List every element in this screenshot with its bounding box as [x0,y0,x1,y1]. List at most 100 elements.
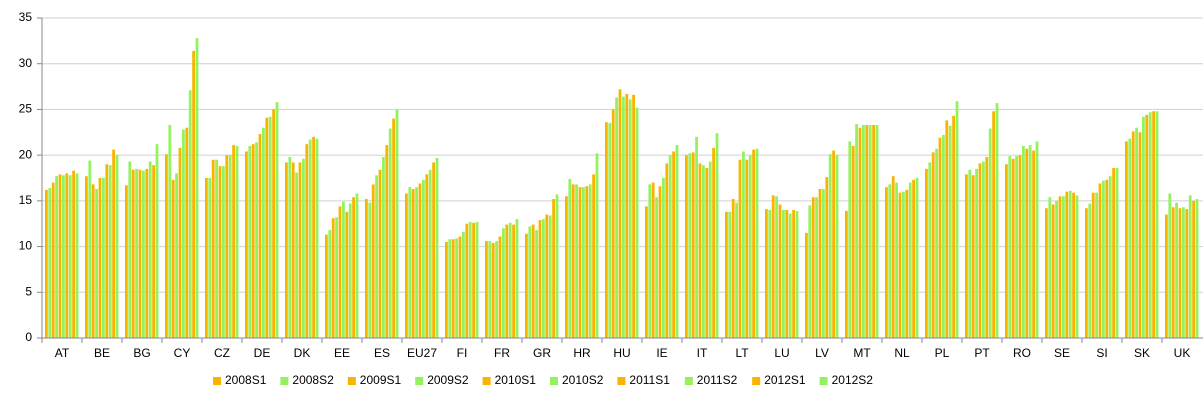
bar [815,197,818,338]
bar [182,129,185,338]
legend-label: 2010S1 [495,373,537,387]
bar [365,199,368,338]
x-tick-label: CZ [214,346,230,360]
legend-label: 2012S2 [832,373,874,387]
bar [408,187,412,338]
bar [1165,214,1168,338]
bar [462,231,465,338]
bar [451,239,455,338]
bar [768,210,772,338]
bar [618,89,622,338]
bar [465,223,469,338]
bar [168,124,172,338]
bar [512,224,515,338]
bar [302,158,305,338]
bar [355,193,359,338]
bar [1195,199,1199,338]
bar [988,128,992,338]
bar [785,210,789,338]
bar [728,211,732,338]
bar [195,38,199,338]
bar [502,228,505,338]
bar [872,124,875,338]
bar [382,156,385,338]
x-tick-label: HU [613,346,630,360]
bar [432,162,435,338]
bar [98,178,102,338]
bar [545,214,549,338]
bar [1008,156,1012,338]
x-tick-label: LU [774,346,789,360]
bar [742,151,745,338]
bar [45,189,48,338]
bar [705,167,709,338]
bar [138,169,142,338]
bar [298,162,302,338]
x-tick-label: DE [254,346,271,360]
bar [818,188,822,338]
bar [155,144,159,338]
bar [371,184,375,338]
bar [218,166,222,338]
bar [112,149,115,338]
bar [971,175,975,338]
x-tick-label: ES [374,346,390,360]
bar [418,183,422,338]
legend-label: 2012S1 [764,373,806,387]
bar [1015,156,1018,338]
bar [885,187,888,338]
bar [811,197,815,338]
bar [152,165,155,338]
bar [982,161,985,338]
bar [685,155,688,338]
bar [552,199,555,338]
bar [531,224,535,338]
bar [472,222,475,338]
bar [508,222,512,338]
bar [895,182,898,338]
bar [338,206,342,338]
bar [1075,195,1079,338]
bar [428,169,432,338]
bar [992,111,995,338]
bar [315,138,319,338]
legend-swatch [415,377,424,385]
bar [635,107,639,338]
bar [145,168,149,338]
bar [305,144,309,338]
bar [268,116,272,338]
bar [1135,127,1138,338]
bar [325,234,328,338]
bar [908,182,912,338]
bar [648,184,652,338]
bar [95,188,98,338]
bar [275,102,279,338]
bar [385,145,389,338]
bar [952,115,955,338]
bar [495,241,498,338]
bar [611,109,615,338]
bar [955,101,959,338]
bar [105,164,109,338]
bar [822,188,825,338]
bar [115,155,119,338]
bar [1051,204,1055,338]
bar [835,155,839,338]
y-tick-label: 0 [25,330,32,344]
bar [1142,116,1145,338]
bar [1058,196,1062,338]
bar [651,182,655,338]
bar [248,146,252,338]
bar [975,168,978,338]
bar [1005,164,1008,338]
bar [1018,155,1022,338]
bar [832,150,835,338]
legend-swatch [280,377,289,385]
bar [1055,200,1058,338]
bar [731,199,735,338]
bar [825,177,829,338]
bar [571,184,575,338]
bar [1171,207,1175,338]
bar [1168,193,1172,338]
x-tick-label: GR [533,346,551,360]
